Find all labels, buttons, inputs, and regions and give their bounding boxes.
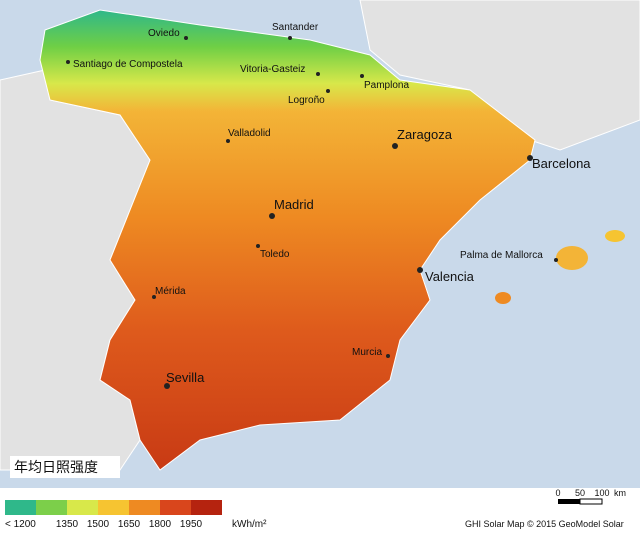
mallorca [556,246,588,270]
city-dot [554,258,558,262]
legend-unit: kWh/m² [232,519,267,530]
city-label: Santander [272,22,319,33]
legend-label: 1650 [118,519,141,530]
city-dot [164,383,170,389]
scale-segment [579,498,603,505]
city-label: Palma de Mallorca [460,250,543,261]
legend-label: 1800 [149,519,172,530]
legend-swatch [98,500,129,515]
legend-label: 1950 [180,519,203,530]
title: 年均日照强度 [14,459,98,475]
legend-label: 1350 [56,519,79,530]
city-label: Toledo [260,249,290,260]
city-label: Madrid [274,197,314,212]
legend-swatch [129,500,160,515]
ibiza [495,292,511,304]
menorca [605,230,625,242]
city-dot [256,244,260,248]
city-label: Murcia [352,347,382,358]
city-dot [360,74,364,78]
city-dot [316,72,320,76]
legend-swatch [5,500,36,515]
legend-swatch [36,500,67,515]
legend-swatch [67,500,98,515]
legend-label: 1500 [87,519,110,530]
city-dot [184,36,188,40]
city-label: Oviedo [148,28,180,39]
city-dot [392,143,398,149]
spain [39,9,536,471]
city-label: Barcelona [532,156,591,171]
scale-label: 0 [555,488,560,498]
city-dot [152,295,156,299]
scale-bar [558,498,603,505]
credit: GHI Solar Map © 2015 GeoModel Solar [465,519,624,529]
city-dot [417,267,423,273]
city-label: Vitoria-Gasteiz [240,64,305,75]
city-label: Mérida [155,286,186,297]
legend-swatch [160,500,191,515]
city-dot [386,354,390,358]
title-box [10,456,120,478]
city-label: Santiago de Compostela [73,59,183,70]
city-label: Zaragoza [397,127,453,142]
city-label: Sevilla [166,370,205,385]
scale-label: 50 [575,488,585,498]
city-dot [288,36,292,40]
city-label: Pamplona [364,80,409,91]
scale-segment [558,499,580,504]
city-dot [527,155,533,161]
scale-label: km [614,488,626,498]
legend-label: < 1200 [5,519,36,530]
city-dot [66,60,70,64]
city-dot [226,139,230,143]
city-label: Valladolid [228,128,271,139]
city-label: Logroño [288,95,325,106]
city-dot [326,89,330,93]
city-label: Valencia [425,269,475,284]
city-dot [269,213,275,219]
legend-swatch [191,500,222,515]
scale-label: 100 [594,488,609,498]
